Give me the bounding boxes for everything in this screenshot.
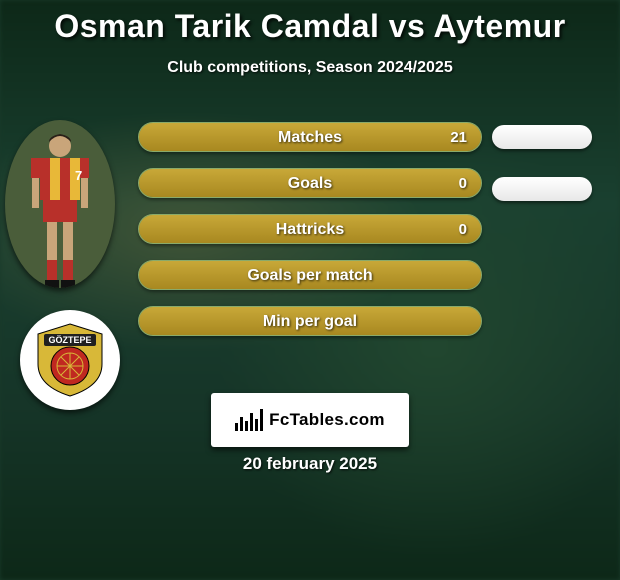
comparison-pill <box>492 125 592 149</box>
stat-label: Min per goal <box>139 307 481 337</box>
brand-text: FcTables.com <box>269 410 385 430</box>
player-photo: 7 <box>5 120 115 288</box>
brand-card[interactable]: FcTables.com <box>211 393 409 447</box>
stat-label: Goals <box>139 169 481 199</box>
stat-row: Matches21 <box>138 122 482 152</box>
stat-row: Goals per match <box>138 260 482 290</box>
date-label: 20 february 2025 <box>0 454 620 474</box>
content-root: Osman Tarik Camdal vs Aytemur Club compe… <box>0 0 620 580</box>
player-silhouette-icon: 7 <box>15 130 105 288</box>
stat-label: Matches <box>139 123 481 153</box>
stat-value: 21 <box>450 123 467 153</box>
stats-container: Matches21Goals0Hattricks0Goals per match… <box>138 122 482 352</box>
stat-row: Goals0 <box>138 168 482 198</box>
stat-value: 0 <box>459 169 467 199</box>
club-crest-icon: GÖZTEPE <box>30 320 110 400</box>
club-badge: GÖZTEPE <box>20 310 120 410</box>
svg-text:GÖZTEPE: GÖZTEPE <box>48 335 91 345</box>
stat-row: Min per goal <box>138 306 482 336</box>
stat-row: Hattricks0 <box>138 214 482 244</box>
stat-label: Hattricks <box>139 215 481 245</box>
stat-label: Goals per match <box>139 261 481 291</box>
subtitle: Club competitions, Season 2024/2025 <box>0 59 620 77</box>
brand-logo-icon <box>235 409 263 431</box>
page-title: Osman Tarik Camdal vs Aytemur <box>0 0 620 45</box>
svg-text:7: 7 <box>75 168 82 183</box>
comparison-pill <box>492 177 592 201</box>
stat-value: 0 <box>459 215 467 245</box>
